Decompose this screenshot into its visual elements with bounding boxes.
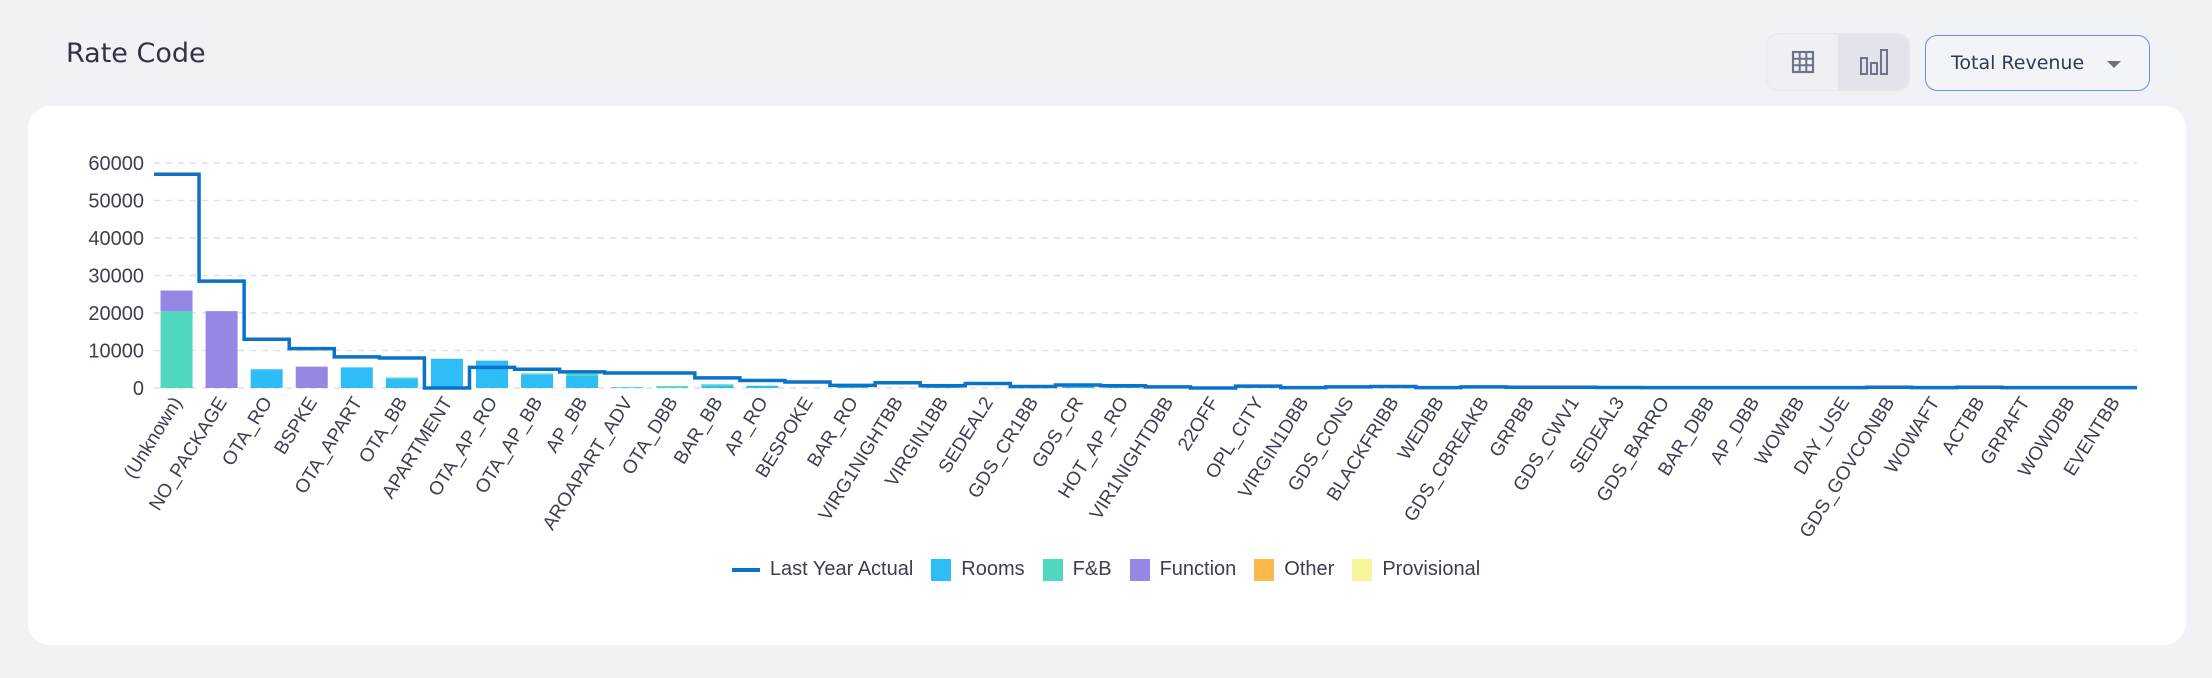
bar-rooms [746, 385, 779, 388]
x-tick-label: GDS_CBREAKB [1400, 394, 1493, 526]
y-tick-label: 0 [133, 378, 144, 400]
bar-function [160, 290, 193, 312]
last-year-actual-line [154, 172, 2137, 390]
legend-swatch [931, 558, 952, 581]
bar-fb [385, 377, 418, 379]
legend-swatch [1254, 558, 1275, 581]
grid-icon [1791, 50, 1814, 74]
legend-label: Function [1159, 558, 1237, 580]
bar-chart-icon [1859, 49, 1888, 75]
x-tick-label: VIR1NIGHTDBB [1086, 394, 1178, 524]
bar-rooms [430, 358, 463, 388]
legend-swatch [1352, 558, 1373, 581]
caret-down-icon [2107, 61, 2121, 68]
legend-item-fb[interactable]: F&B [1042, 558, 1112, 581]
bar-rooms [1061, 385, 1094, 388]
bar-rooms [250, 369, 283, 388]
table-view-button[interactable] [1767, 34, 1838, 90]
legend-swatch [1042, 558, 1063, 581]
bar-rooms [701, 385, 734, 388]
x-tick-label: 22OFF [1174, 394, 1223, 455]
bar-rooms [566, 375, 599, 388]
view-toggle [1766, 33, 1910, 91]
legend-label: Last Year Actual [769, 558, 914, 580]
bar-rooms [385, 378, 418, 388]
bar-fb [521, 373, 554, 375]
bar-rooms [611, 387, 644, 388]
bar-rooms [476, 360, 509, 388]
bar-function [205, 311, 238, 388]
y-tick-label: 30000 [88, 266, 144, 288]
bar-fb [566, 373, 599, 376]
metric-dropdown[interactable]: Total Revenue [1925, 35, 2150, 91]
bar-rooms [340, 367, 373, 388]
page-title: Rate Code [66, 38, 206, 69]
y-tick-label: 20000 [88, 303, 144, 325]
legend-item-function[interactable]: Function [1129, 558, 1237, 581]
legend-label: F&B [1072, 558, 1112, 580]
legend-item-rooms[interactable]: Rooms [931, 558, 1025, 581]
chart-card [28, 106, 2186, 645]
legend-label: Rooms [961, 558, 1025, 580]
legend-swatch [731, 567, 760, 572]
legend-item-other[interactable]: Other [1254, 558, 1334, 581]
bar-fb [701, 384, 734, 386]
bar-function [295, 366, 328, 388]
legend-item-provisional[interactable]: Provisional [1352, 558, 1480, 581]
y-tick-label: 10000 [88, 341, 144, 363]
y-tick-label: 40000 [88, 228, 144, 250]
bar-rooms [521, 374, 554, 388]
legend-label: Other [1284, 558, 1335, 580]
metric-dropdown-label: Total Revenue [1951, 52, 2085, 74]
chart-legend: Last Year Actual Rooms F&B Function Other Pro… [0, 558, 2212, 581]
legend-label: Provisional [1382, 558, 1481, 580]
bar-fb [656, 386, 689, 388]
chart-view-button[interactable] [1838, 34, 1909, 90]
legend-item-last-year-actual[interactable]: Last Year Actual [731, 558, 914, 581]
x-tick-label: AP_BB [542, 394, 592, 457]
bar-fb [160, 311, 193, 388]
y-tick-label: 50000 [88, 191, 144, 213]
legend-swatch [1129, 558, 1150, 581]
y-tick-label: 60000 [88, 153, 144, 175]
